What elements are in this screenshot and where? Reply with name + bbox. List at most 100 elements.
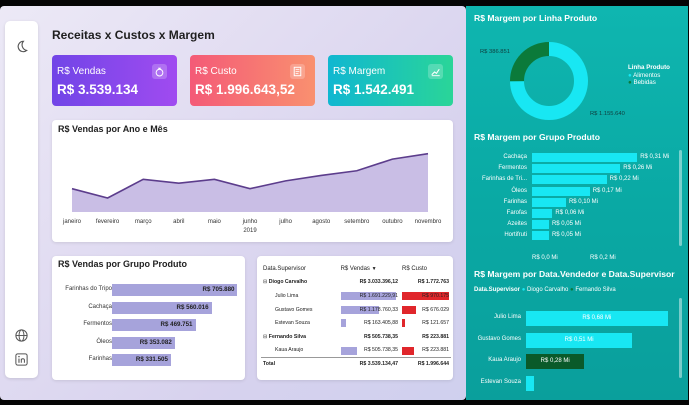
legend-item-diogo[interactable]: ● Diogo Carvalho bbox=[522, 287, 570, 293]
col-supervisor[interactable]: Data.Supervisor bbox=[263, 265, 307, 272]
vendedor-legend: Data.Supervisor ● Diogo Carvalho ● Ferna… bbox=[474, 287, 616, 293]
legend-dot: ● bbox=[570, 287, 574, 293]
bar-mark[interactable]: R$ 0,51 Mi bbox=[526, 332, 633, 348]
bar-row[interactable]: Fermentos R$ 469.751 bbox=[52, 319, 196, 333]
vendas-value: R$ 3.539.134,47 bbox=[359, 361, 398, 368]
bar-value-label: R$ 0,05 Mi bbox=[551, 221, 581, 228]
vendas-cell: R$ 1.178.760,33 bbox=[339, 303, 400, 317]
legend-item-alimentos[interactable]: ● Alimentos bbox=[628, 72, 670, 79]
side-rail bbox=[5, 21, 38, 378]
bar-value-label: R$ 0,05 Mi bbox=[551, 232, 581, 239]
bar-mark[interactable]: R$ 469.751 bbox=[112, 319, 196, 331]
data-bar bbox=[402, 319, 405, 328]
kpi-card-vendas: R$ Vendas R$ 3.539.134 bbox=[52, 55, 177, 106]
vendas-value: R$ 163.405,88 bbox=[363, 320, 398, 327]
col-vendas-label: R$ Vendas bbox=[340, 265, 370, 272]
margem-grupo-scrollbar[interactable] bbox=[679, 150, 682, 246]
bar-value-label: R$ 0,17 Mi bbox=[592, 187, 622, 194]
matrix-header: Data.Supervisor R$ Vendas ▼ R$ Custo bbox=[261, 262, 451, 276]
bar-mark[interactable]: R$ 0,68 Mi bbox=[526, 311, 668, 326]
col-vendas[interactable]: R$ Vendas ▼ bbox=[339, 262, 400, 276]
bar-row[interactable]: Cachaça R$ 560.016 bbox=[52, 301, 212, 316]
custo-cell: R$ 1.772.763 bbox=[400, 276, 451, 290]
table-row[interactable]: ⊟ Diogo Carvalho R$ 3.033.396,12 R$ 1.772.… bbox=[261, 276, 451, 290]
bar-mark[interactable]: R$ 0,31 Mi bbox=[532, 153, 669, 162]
col-custo[interactable]: R$ Custo bbox=[402, 265, 428, 272]
bar-mark[interactable]: R$ 0,17 Mi bbox=[532, 186, 622, 196]
margem-vendedor-title: R$ Margem por Data.Vendedor e Data.Super… bbox=[474, 269, 675, 279]
supervisor-cell: ⊟ Fernando Silva bbox=[261, 330, 339, 344]
bar-row[interactable]: Óleos R$ 353.082 bbox=[52, 336, 175, 351]
kpi-label: R$ Margem bbox=[333, 66, 386, 77]
bar-mark[interactable]: R$ 0,05 Mi bbox=[532, 231, 581, 241]
bar-value-label: R$ 331.505 bbox=[135, 356, 168, 363]
legend-title: Data.Supervisor bbox=[474, 287, 521, 293]
x-tick-label: junho bbox=[242, 219, 258, 225]
margem-linha-donut[interactable]: R$ 1.155.640 R$ 386.851 bbox=[466, 26, 688, 136]
collapse-icon[interactable]: ⊟ bbox=[263, 279, 269, 286]
bar-category-label: Kaua Araujo bbox=[488, 357, 521, 363]
bar-mark[interactable]: R$ 0,26 Mi bbox=[532, 164, 652, 174]
bar-row[interactable]: Farinhas R$ 331.505 bbox=[52, 354, 171, 368]
kpi-label: R$ Vendas bbox=[57, 66, 106, 77]
linkedin-icon[interactable] bbox=[14, 352, 29, 367]
bar-mark[interactable]: R$ 0,22 Mi bbox=[532, 175, 639, 185]
supervisor-name: Kaua Araujo bbox=[275, 347, 304, 354]
supervisor-matrix-card[interactable]: Data.Supervisor R$ Vendas ▼ R$ Custo ⊟ D… bbox=[257, 256, 453, 380]
card-title: R$ Vendas por Ano e Mês bbox=[58, 124, 168, 134]
vendas-value: R$ 1.691.229,91 bbox=[359, 292, 398, 299]
theme-toggle-icon[interactable] bbox=[14, 39, 29, 54]
donut-legend: Linha Produto ● Alimentos ● Bebidas bbox=[628, 64, 670, 86]
bar-mark[interactable]: R$ 0,06 Mi bbox=[532, 209, 584, 218]
bar-category-label: Hortifruti bbox=[504, 232, 527, 239]
x-tick-label: julho bbox=[278, 219, 292, 225]
supervisor-cell: Julio Lima bbox=[261, 289, 339, 303]
globe-icon[interactable] bbox=[14, 328, 29, 343]
bar-category-label: Fermentos bbox=[83, 321, 112, 327]
legend-item-bebidas[interactable]: ● Bebidas bbox=[628, 79, 670, 86]
donut-slice-alimentos[interactable] bbox=[510, 42, 588, 120]
margem-vendedor-scrollbar[interactable] bbox=[679, 298, 682, 378]
kpi-card-custo: R$ Custo R$ 1.996.643,52 bbox=[190, 55, 315, 106]
bar-row[interactable]: Farinhas do Tripo R$ 705.880 bbox=[52, 284, 238, 298]
data-bar bbox=[402, 305, 417, 314]
vendas-por-mes-card[interactable]: R$ Vendas por Ano e Mês janeiro fevereiro… bbox=[52, 120, 453, 242]
bar-mark[interactable] bbox=[526, 375, 535, 391]
total-row[interactable]: Total R$ 3.539.134,47 R$ 1.996.644 bbox=[261, 357, 451, 371]
donut-slice-bebidas[interactable] bbox=[510, 42, 550, 82]
kpi-card-margem: R$ Margem R$ 1.542.491 bbox=[328, 55, 453, 106]
collapse-icon[interactable]: ⊟ bbox=[263, 333, 269, 340]
sort-desc-icon[interactable]: ▼ bbox=[371, 265, 377, 272]
table-row[interactable]: Gustavo Gomes R$ 1.178.760,33 R$ 676.029 bbox=[261, 303, 451, 317]
area-fill bbox=[72, 153, 428, 212]
bar-mark[interactable]: R$ 705.880 bbox=[112, 284, 238, 296]
table-row[interactable]: Kaua Araujo R$ 505.738,35 R$ 223.881 bbox=[261, 344, 451, 358]
x-tick-label: novembro bbox=[415, 219, 442, 225]
bar-mark[interactable]: R$ 331.505 bbox=[112, 354, 171, 366]
vendas-cell: R$ 163.405,88 bbox=[339, 316, 400, 330]
bar-mark[interactable]: R$ 0,05 Mi bbox=[532, 220, 581, 230]
bar-mark[interactable]: R$ 353.082 bbox=[112, 336, 175, 349]
bar-category-label: Óleos bbox=[511, 187, 527, 194]
table-row[interactable]: Julio Lima R$ 1.691.229,91 R$ 970.175 bbox=[261, 289, 451, 303]
supervisor-name: Diogo Carvalho bbox=[268, 279, 308, 286]
bar-category-label: Farofas bbox=[506, 210, 527, 216]
vendas-cell: R$ 3.539.134,47 bbox=[339, 357, 400, 371]
legend-dot: ● bbox=[628, 79, 632, 86]
table-row[interactable]: Estevan Souza R$ 163.405,88 R$ 121.657 bbox=[261, 316, 451, 330]
money-bag-icon bbox=[152, 64, 167, 79]
bar-value-label: R$ 705.880 bbox=[202, 286, 235, 293]
bar-mark[interactable]: R$ 560.016 bbox=[112, 301, 212, 314]
bar-category-label: Farinhas bbox=[503, 198, 527, 205]
vendas-value: R$ 505.738,35 bbox=[363, 333, 398, 340]
vendas-por-grupo-card[interactable]: R$ Vendas por Grupo Produto Farinhas do … bbox=[52, 256, 245, 380]
x-tick-label: setembro bbox=[344, 219, 370, 225]
bar-mark[interactable]: R$ 0,10 Mi bbox=[532, 197, 598, 207]
supervisor-name: Julio Lima bbox=[275, 292, 299, 299]
vendas-value: R$ 505.738,35 bbox=[363, 347, 398, 354]
legend-item-fernando[interactable]: ● Fernando Silva bbox=[570, 287, 616, 293]
kpi-value: R$ 1.542.491 bbox=[333, 82, 415, 97]
year-label: 2019 bbox=[243, 228, 257, 234]
bar-mark[interactable]: R$ 0,28 Mi bbox=[526, 354, 585, 369]
table-row[interactable]: ⊟ Fernando Silva R$ 505.738,35 R$ 223.881 bbox=[261, 330, 451, 344]
